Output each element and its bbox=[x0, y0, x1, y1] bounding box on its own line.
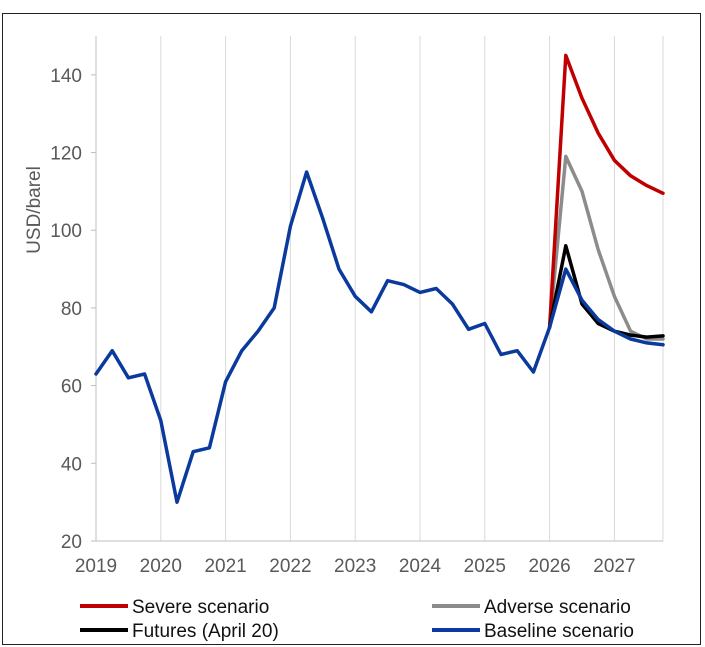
y-tick-label: 100 bbox=[50, 221, 82, 242]
legend-label-baseline: Baseline scenario bbox=[484, 621, 634, 642]
legend-label-severe: Severe scenario bbox=[132, 597, 269, 618]
axes bbox=[91, 36, 663, 542]
y-tick-labels: 20 40 60 80 100 120 140 bbox=[50, 66, 82, 553]
x-tick-labels: 2019 2020 2021 2022 2023 2024 2025 2026 2027 bbox=[75, 556, 636, 577]
y-tick-label: 60 bbox=[61, 377, 82, 398]
x-tick-label: 2023 bbox=[334, 556, 376, 577]
y-tick-label: 120 bbox=[50, 144, 82, 165]
x-tick-label: 2025 bbox=[464, 556, 506, 577]
x-tick-label: 2020 bbox=[140, 556, 182, 577]
chart-frame bbox=[2, 13, 701, 645]
x-tick-label: 2027 bbox=[593, 556, 635, 577]
legend-label-futures: Futures (April 20) bbox=[132, 621, 279, 642]
x-tick-label: 2026 bbox=[528, 556, 570, 577]
x-tick-label: 2021 bbox=[204, 556, 246, 577]
y-tick-label: 40 bbox=[61, 454, 82, 475]
x-tick-label: 2019 bbox=[75, 556, 117, 577]
series-line-baseline-scenario bbox=[94, 170, 665, 504]
y-tick-label: 140 bbox=[50, 66, 82, 87]
legend-label-adverse: Adverse scenario bbox=[484, 597, 631, 618]
x-tick-label: 2022 bbox=[269, 556, 311, 577]
series-line-severe-scenario bbox=[547, 53, 665, 330]
y-tick-label: 20 bbox=[61, 532, 82, 553]
vertical-gridlines bbox=[160, 36, 664, 541]
legend: Severe scenario Futures (April 20) Adver… bbox=[80, 597, 634, 642]
series-lines bbox=[94, 53, 665, 504]
x-tick-label: 2024 bbox=[399, 556, 442, 577]
y-axis-label: USD/barel bbox=[24, 166, 45, 254]
y-tick-label: 80 bbox=[61, 299, 82, 320]
